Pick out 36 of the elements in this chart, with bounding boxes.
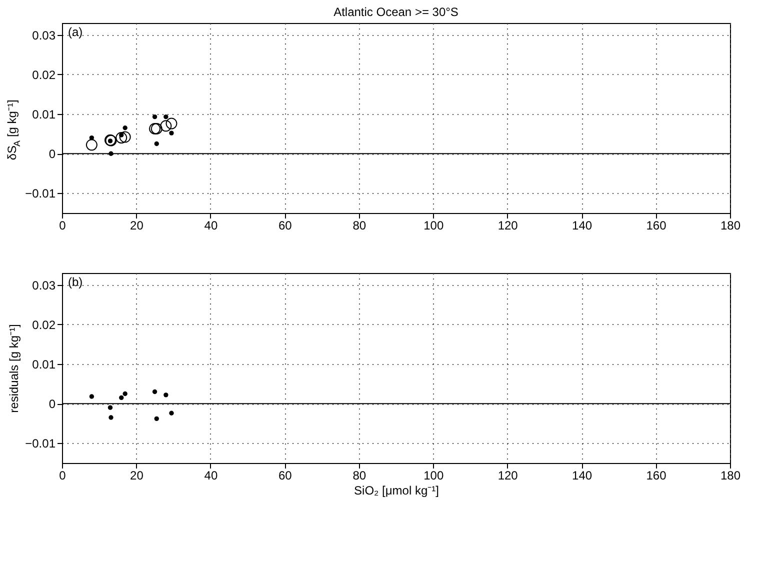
x-tick-label: 180 — [720, 468, 741, 482]
x-tick-label: 100 — [424, 468, 444, 482]
x-tick-label: 140 — [572, 468, 592, 482]
y-tick-label: 0 — [48, 147, 56, 162]
x-tick-label: 60 — [278, 218, 292, 232]
y-tick-label: 0.03 — [32, 278, 56, 292]
x-tick-label: 160 — [646, 218, 667, 232]
x-tick-label: 140 — [572, 218, 592, 232]
x-tick-label: 0 — [59, 468, 66, 482]
y-axis-title: residuals [g kg⁻¹] — [7, 324, 22, 413]
x-tick-label: 20 — [130, 468, 144, 482]
x-tick-label: 180 — [720, 218, 741, 232]
x-tick-label: 60 — [278, 468, 292, 482]
y-tick-label: 0 — [48, 397, 56, 412]
x-axis-title: SiO₂ [μmol kg⁻¹] — [354, 484, 439, 498]
x-tick-label: 120 — [498, 468, 518, 482]
annotation: (a) — [68, 25, 83, 39]
y-tick-label: 0.01 — [32, 108, 56, 122]
x-tick-label: 40 — [204, 218, 218, 232]
y-tick-label: 0.02 — [32, 318, 56, 332]
chart-title: Atlantic Ocean >= 30°S — [334, 5, 458, 19]
y-tick-label: 0.02 — [32, 68, 56, 82]
x-tick-label: 80 — [352, 468, 366, 482]
y-axis-title: δSA [g kg⁻¹] — [5, 100, 22, 160]
x-tick-label: 120 — [498, 218, 518, 232]
x-tick-label: 40 — [204, 468, 218, 482]
x-tick-label: 20 — [130, 218, 144, 232]
x-tick-label: 80 — [352, 218, 366, 232]
annotation: (b) — [68, 275, 83, 289]
y-tick-label: −0.01 — [25, 186, 56, 201]
y-tick-label: 0.03 — [32, 28, 56, 42]
x-tick-label: 100 — [424, 218, 444, 232]
y-tick-label: −0.01 — [25, 436, 56, 451]
x-tick-label: 0 — [59, 218, 66, 232]
x-tick-label: 160 — [646, 468, 667, 482]
y-tick-label: 0.01 — [32, 358, 56, 372]
